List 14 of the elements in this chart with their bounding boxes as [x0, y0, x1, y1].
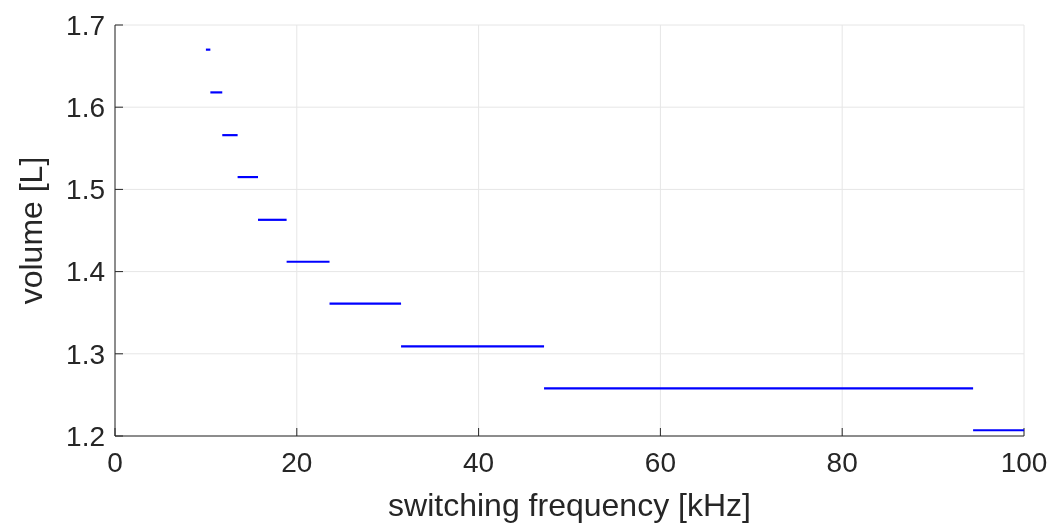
x-tick-label: 20 [281, 447, 313, 478]
y-tick-label: 1.6 [66, 92, 105, 123]
x-tick-label: 40 [463, 447, 495, 478]
x-tick-label: 80 [826, 447, 858, 478]
x-axis-title: switching frequency [kHz] [388, 487, 751, 523]
y-tick-label: 1.7 [66, 9, 105, 41]
x-tick-label: 0 [107, 447, 123, 478]
y-tick-label: 1.2 [66, 420, 105, 452]
y-tick-label: 1.5 [66, 174, 105, 206]
y-tick-label: 1.3 [66, 338, 105, 370]
y-tick-label: 1.4 [66, 256, 105, 288]
y-axis-title: volume [L] [13, 156, 49, 305]
x-tick-label: 100 [1000, 447, 1048, 478]
x-tick-label: 60 [644, 447, 676, 478]
